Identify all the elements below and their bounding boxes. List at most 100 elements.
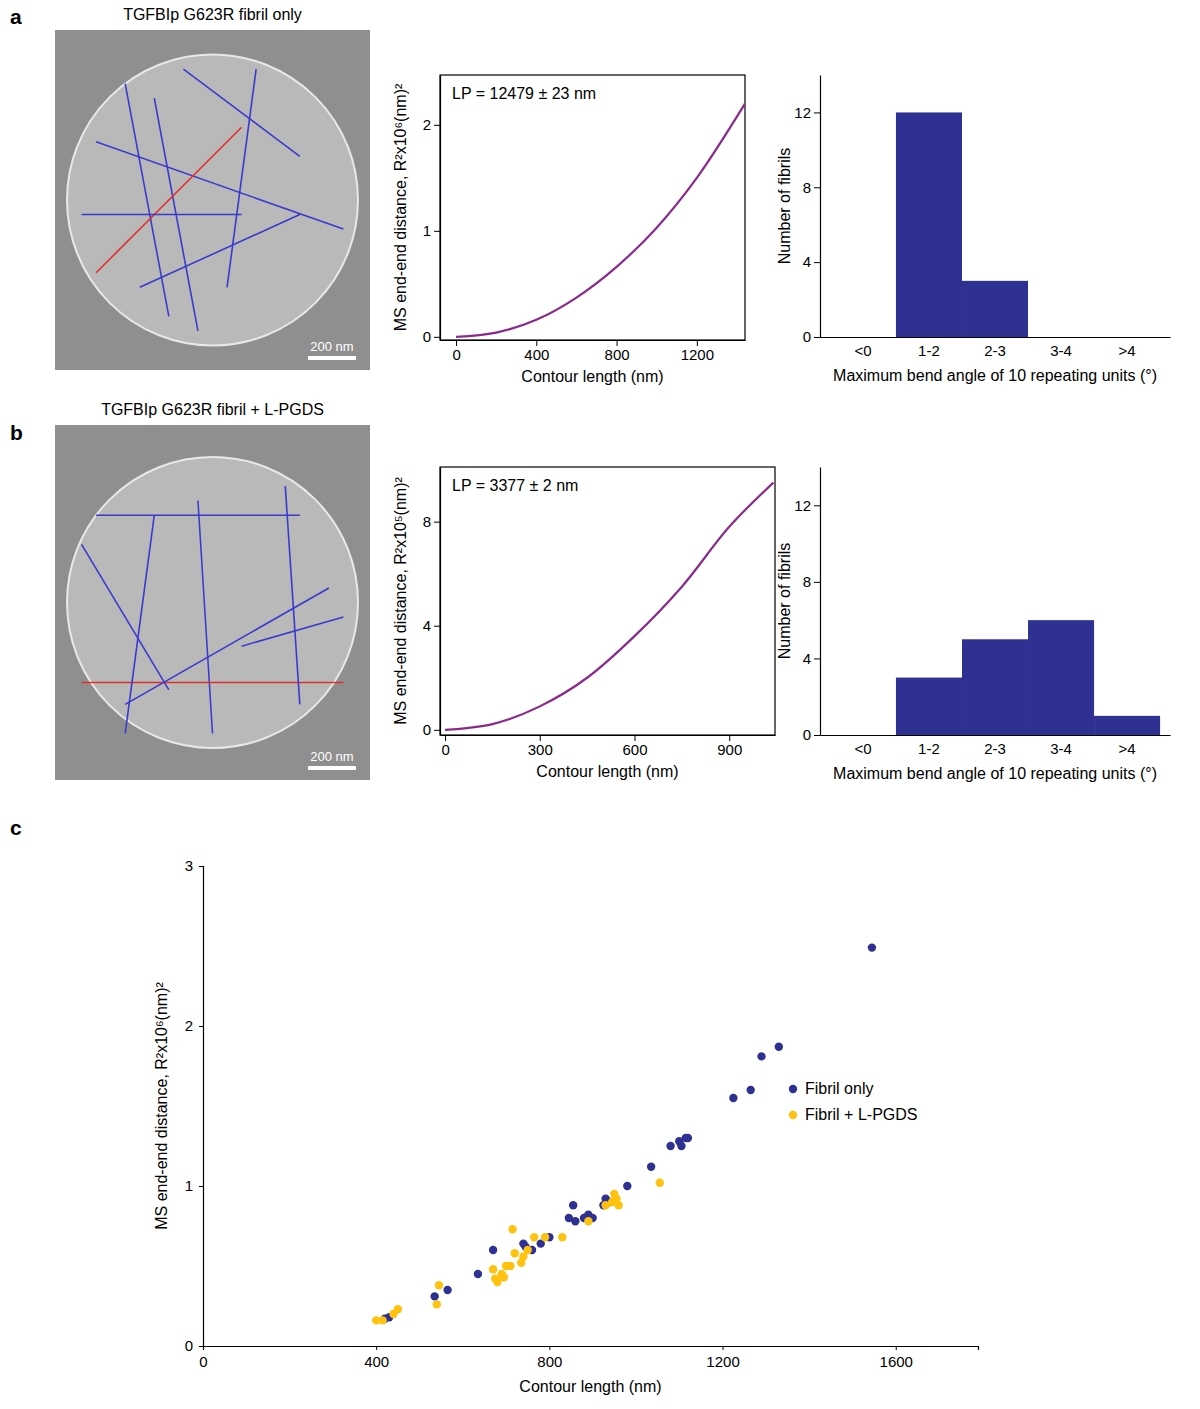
- tick: 0: [803, 726, 820, 743]
- tick-label: 4: [423, 617, 431, 634]
- axis-line: [820, 468, 821, 736]
- tick-label: 300: [528, 741, 553, 758]
- x-axis-title: Contour length (nm): [519, 1378, 661, 1395]
- point: [511, 1249, 519, 1257]
- point: [656, 1179, 664, 1187]
- tick-label: 1-2: [918, 740, 940, 757]
- tick: 1200: [706, 1346, 739, 1370]
- tick: 300: [528, 735, 553, 758]
- tick-mark: [434, 730, 440, 731]
- axis-line: [199, 867, 204, 1347]
- point: [757, 1052, 765, 1060]
- tick-label: 1-2: [918, 342, 940, 359]
- legend-label: Fibril + L-PGDS: [805, 1106, 917, 1123]
- tick-label: 0: [441, 741, 449, 758]
- tick-mark: [199, 1186, 203, 1187]
- tick-label: 800: [537, 1353, 562, 1370]
- tick-mark: [814, 735, 820, 736]
- x-axis-title: Maximum bend angle of 10 repeating units…: [833, 367, 1157, 384]
- tick: 1200: [681, 340, 714, 363]
- point: [443, 1286, 451, 1294]
- axis-line: [441, 735, 776, 736]
- micrograph-hole: [67, 55, 358, 346]
- scale-bar: [308, 356, 356, 360]
- y-axis-title: Number of fibrils: [776, 543, 793, 659]
- tick: 4: [803, 253, 820, 270]
- point: [571, 1217, 579, 1225]
- tick-mark: [814, 337, 820, 338]
- tick-label: 900: [717, 741, 742, 758]
- tick-label: 1: [185, 1177, 193, 1194]
- tick-label: 1200: [706, 1353, 739, 1370]
- tick: 12: [794, 104, 820, 121]
- point: [433, 1300, 441, 1308]
- tick-mark: [814, 658, 820, 659]
- fit-curve: [456, 104, 745, 337]
- tick: 0: [423, 721, 440, 738]
- point: [430, 1292, 438, 1300]
- point: [524, 1246, 532, 1254]
- tick: 0: [441, 735, 449, 758]
- fibril-trace: [285, 486, 300, 704]
- micrograph-hole: [67, 457, 358, 748]
- tick: 12: [794, 497, 820, 514]
- tick-label: 12: [794, 497, 811, 514]
- fibril-trace: [125, 84, 169, 317]
- tick-mark: [434, 626, 440, 627]
- legend-swatch: [789, 1085, 797, 1093]
- fibril-trace: [96, 142, 343, 229]
- tick: 3-4: [1050, 735, 1072, 757]
- fibril-trace: [242, 617, 344, 646]
- tick-mark: [199, 1026, 203, 1027]
- axis: 012: [423, 76, 441, 346]
- tick: 0: [423, 328, 440, 345]
- point: [623, 1182, 631, 1190]
- tick-label: 8: [803, 573, 811, 590]
- fit-curve: [445, 483, 773, 730]
- tick-mark: [434, 231, 440, 232]
- point: [569, 1201, 577, 1209]
- tick-mark: [723, 1346, 724, 1350]
- tick: 2-3: [984, 735, 1006, 757]
- bar: [962, 281, 1028, 337]
- point: [647, 1163, 655, 1171]
- tick-mark: [434, 337, 440, 338]
- y-axis-title: Number of fibrils: [776, 148, 793, 264]
- line-panel: 0300600900048LP = 3377 ± 2 nmContour len…: [392, 467, 776, 780]
- micrograph-panel: aTGFBIp G623R fibril only200 nm: [10, 5, 370, 370]
- tick-label: 4: [803, 650, 811, 667]
- tick: 4: [803, 650, 820, 667]
- micrograph-background: [55, 425, 370, 780]
- histogram-panel: <01-22-33-4>404812Maximum bend angle of …: [776, 76, 1171, 385]
- tick-mark: [434, 522, 440, 523]
- tick: 2: [185, 1017, 203, 1034]
- point: [500, 1273, 508, 1281]
- legend-swatch: [789, 1111, 797, 1119]
- tick-label: 0: [803, 726, 811, 743]
- tick-label: 400: [364, 1353, 389, 1370]
- tick: 4: [423, 617, 440, 634]
- point: [614, 1201, 622, 1209]
- bar: [1028, 620, 1094, 735]
- axis-line: [821, 337, 1171, 338]
- point: [677, 1142, 685, 1150]
- x-axis-title: Contour length (nm): [521, 368, 663, 385]
- tick-label: 800: [605, 346, 630, 363]
- micrograph-background: [55, 30, 370, 370]
- scatter-panel: c0400800120016000123Fibril onlyFibril + …: [10, 816, 979, 1395]
- tick-label: >4: [1119, 342, 1136, 359]
- axis: 0 4 8 12: [794, 468, 820, 744]
- plot-area: [896, 112, 1028, 337]
- tick-mark: [199, 1346, 203, 1347]
- figure: aTGFBIp G623R fibril only200 nm040080012…: [0, 0, 1200, 1409]
- tick: 3-4: [1050, 337, 1072, 359]
- tick: 0: [803, 328, 820, 345]
- tick-label: <0: [854, 342, 871, 359]
- tick: 800: [537, 1346, 562, 1370]
- tick-mark: [896, 1346, 897, 1350]
- panel-title: TGFBIp G623R fibril only: [123, 6, 302, 23]
- point: [435, 1281, 443, 1289]
- axis-line: [440, 468, 441, 736]
- x-axis-title: Maximum bend angle of 10 repeating units…: [833, 765, 1157, 782]
- axis-line: [821, 735, 1171, 736]
